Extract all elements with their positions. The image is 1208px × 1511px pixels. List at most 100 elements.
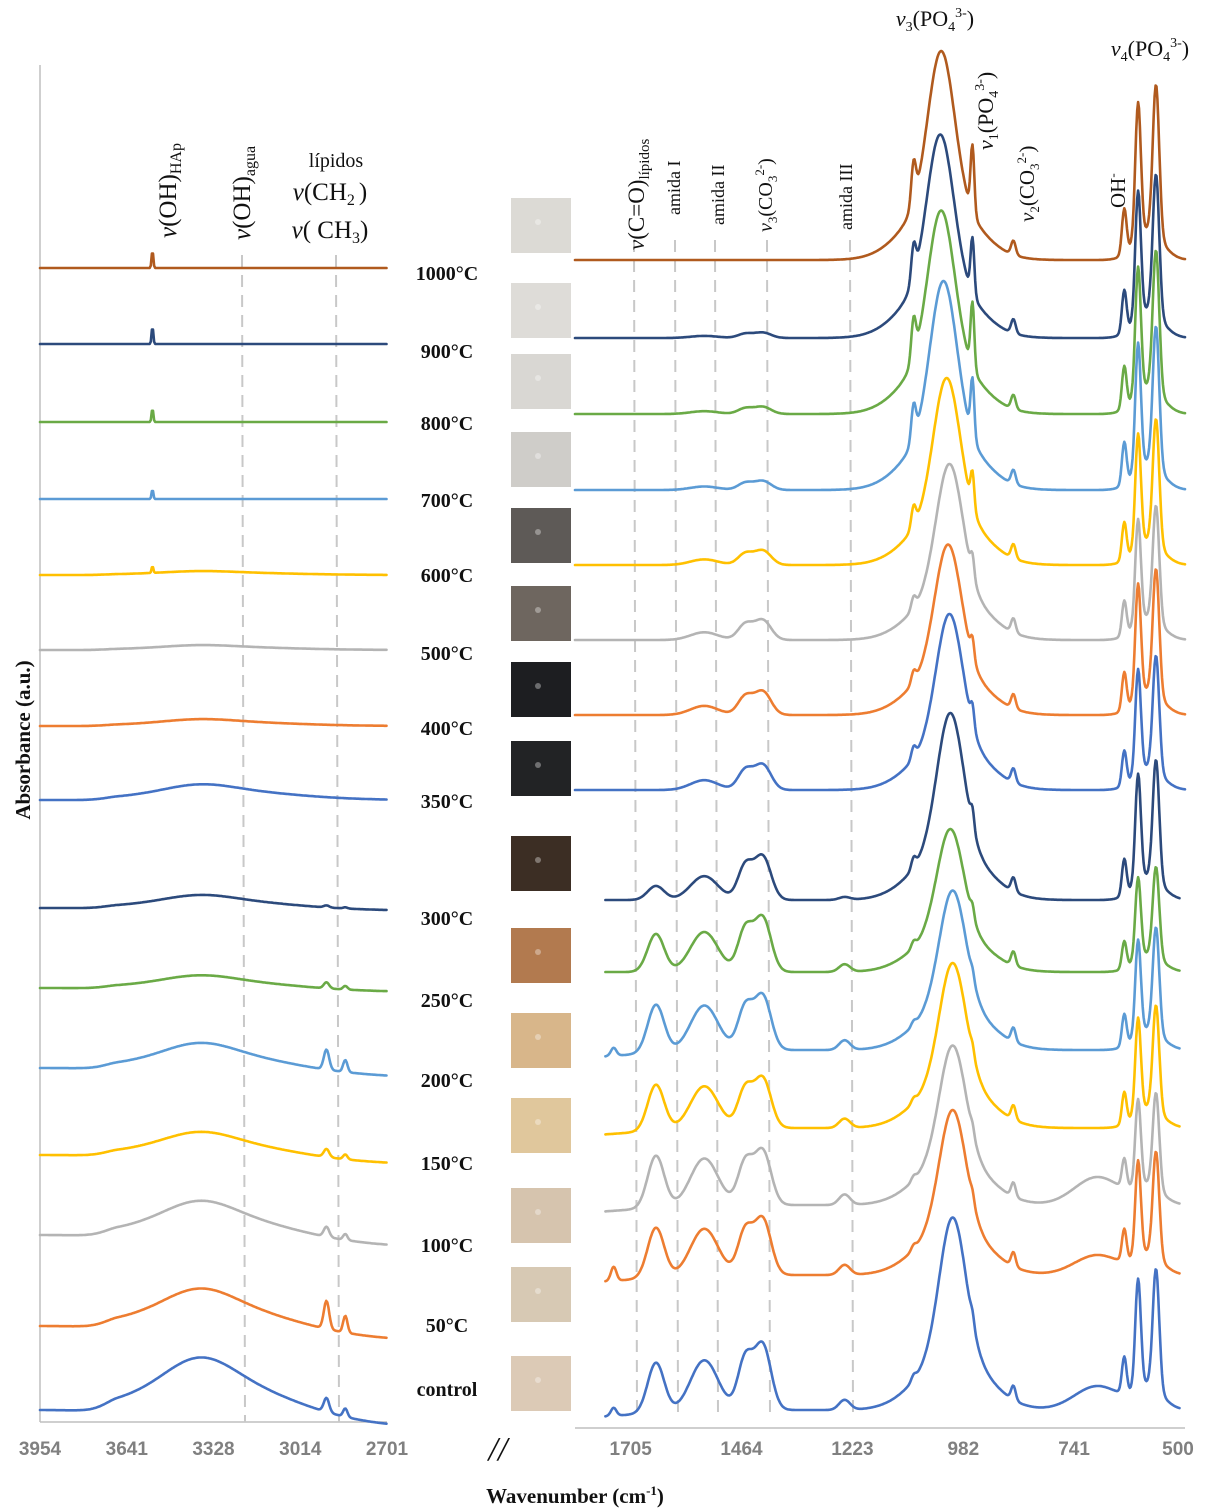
right-series-1000°C bbox=[575, 51, 1185, 260]
right-guide-lines bbox=[634, 240, 853, 1420]
left-x-tick: 2701 bbox=[366, 1439, 409, 1460]
right-x-tick: 982 bbox=[947, 1439, 979, 1460]
svg-text:v(CH2 ): v(CH2 ) bbox=[293, 179, 368, 209]
svg-text:v3(CO32-): v3(CO32-) bbox=[752, 158, 780, 232]
right-x-tick: 1705 bbox=[610, 1439, 653, 1460]
temperature-label: 900°C bbox=[421, 341, 473, 363]
left-x-tick: 3954 bbox=[19, 1439, 62, 1460]
svg-text:v(OH)HAp: v(OH)HAp bbox=[155, 143, 185, 238]
annotation-amida-2: amida II bbox=[708, 165, 728, 225]
left-series-50°C bbox=[40, 1289, 387, 1338]
annotation-amida-1: amida I bbox=[664, 161, 684, 215]
annotation-po4-v4: v4(PO43-) bbox=[1111, 36, 1189, 65]
right-series-400°C bbox=[575, 545, 1185, 715]
right-series-200°C bbox=[605, 891, 1179, 1057]
temperature-label: 150°C bbox=[421, 1153, 473, 1175]
temperature-labels: 1000°C 900°C 800°C 700°C 600°C 500°C 400°C 350°… bbox=[416, 263, 478, 1401]
svg-text:amida II: amida II bbox=[708, 165, 728, 225]
left-series-150°C bbox=[40, 1132, 387, 1163]
svg-text:OH-: OH- bbox=[1105, 173, 1130, 208]
left-series-700°C bbox=[40, 491, 387, 499]
left-series-350°C bbox=[40, 784, 387, 800]
sample-photo bbox=[511, 1098, 571, 1153]
sample-photo bbox=[511, 741, 571, 796]
svg-text:v1(PO43-): v1(PO43-) bbox=[973, 72, 1002, 150]
temperature-label: 350°C bbox=[421, 791, 473, 813]
left-x-tick: 3328 bbox=[192, 1439, 234, 1460]
temperature-label: 600°C bbox=[421, 565, 473, 587]
left-series-100°C bbox=[40, 1201, 387, 1245]
temperature-label: 400°C bbox=[421, 718, 473, 740]
temperature-label: 50°C bbox=[426, 1315, 468, 1337]
guide-line bbox=[242, 255, 245, 1422]
svg-text:v3(PO43-): v3(PO43-) bbox=[896, 6, 974, 35]
temperature-label: control bbox=[417, 1379, 478, 1401]
svg-text:v( CH3): v( CH3) bbox=[292, 217, 369, 247]
left-series-400°C bbox=[40, 719, 387, 726]
sample-photo bbox=[511, 432, 571, 487]
left-x-tick-labels: 3954 3641 3328 3014 2701 bbox=[19, 1439, 409, 1460]
annotation-co3-v3: v3(CO32-) bbox=[752, 158, 780, 232]
sample-photo bbox=[511, 354, 571, 409]
svg-text:v(OH)agua: v(OH)agua bbox=[229, 146, 259, 240]
left-series-1000°C bbox=[40, 254, 387, 268]
right-x-tick: 741 bbox=[1058, 1439, 1090, 1460]
right-series-700°C bbox=[575, 281, 1185, 490]
right-x-tick-labels: 1705 1464 1223 982 741 500 bbox=[610, 1439, 1194, 1460]
guide-line bbox=[675, 240, 678, 1420]
sample-photo bbox=[511, 508, 571, 563]
left-spectra bbox=[40, 254, 387, 1424]
right-x-tick: 500 bbox=[1162, 1439, 1194, 1460]
guide-line bbox=[850, 240, 853, 1420]
sample-photo bbox=[511, 1013, 571, 1068]
svg-text:lípidos: lípidos bbox=[309, 150, 364, 172]
sample-photo bbox=[511, 1267, 571, 1322]
sample-photo bbox=[511, 928, 571, 983]
x-axis-title: Wavenumber (cm-1) bbox=[486, 1483, 664, 1508]
svg-text:amida III: amida III bbox=[836, 164, 856, 230]
sample-photos bbox=[511, 198, 571, 1411]
sample-photo bbox=[511, 662, 571, 717]
svg-text:v2(CO32-): v2(CO32-) bbox=[1014, 146, 1042, 222]
annotation-po4-v1: v1(PO43-) bbox=[973, 72, 1002, 150]
left-x-tick: 3014 bbox=[279, 1439, 322, 1460]
svg-text:v(C=O)lípidos: v(C=O)lípidos bbox=[624, 139, 653, 250]
left-series-control bbox=[40, 1358, 387, 1424]
sample-photo bbox=[511, 586, 571, 641]
left-series-250°C bbox=[40, 975, 387, 991]
sample-photo bbox=[511, 836, 571, 891]
annotation-po4-v3: v3(PO43-) bbox=[896, 6, 974, 35]
left-series-900°C bbox=[40, 330, 387, 344]
sample-photo bbox=[511, 198, 571, 253]
temperature-label: 300°C bbox=[421, 908, 473, 930]
right-series-800°C bbox=[575, 211, 1185, 415]
left-series-500°C bbox=[40, 645, 387, 650]
temperature-label: 100°C bbox=[421, 1235, 473, 1257]
annotation-amida-3: amida III bbox=[836, 164, 856, 230]
sample-photo bbox=[511, 1188, 571, 1243]
right-series-300°C bbox=[605, 713, 1179, 900]
sample-photo bbox=[511, 283, 571, 338]
temperature-label: 700°C bbox=[421, 490, 473, 512]
left-x-tick: 3641 bbox=[106, 1439, 149, 1460]
left-guide-lines bbox=[242, 255, 339, 1422]
sample-photo bbox=[511, 1356, 571, 1411]
svg-text:v4(PO43-): v4(PO43-) bbox=[1111, 36, 1189, 65]
right-series-600°C bbox=[575, 378, 1185, 565]
guide-line bbox=[634, 240, 637, 1420]
axis-break-mark: // bbox=[487, 1431, 511, 1468]
right-x-tick: 1464 bbox=[720, 1439, 763, 1460]
left-series-600°C bbox=[40, 567, 387, 575]
annotation-co3-v2: v2(CO32-) bbox=[1014, 146, 1042, 222]
annotation-oh-agua: v(OH)agua bbox=[229, 146, 259, 240]
temperature-label: 250°C bbox=[421, 990, 473, 1012]
temperature-label: 200°C bbox=[421, 1070, 473, 1092]
left-series-800°C bbox=[40, 411, 387, 422]
left-series-200°C bbox=[40, 1043, 387, 1076]
svg-text:amida I: amida I bbox=[664, 161, 684, 215]
annotation-co-lipidos: v(C=O)lípidos bbox=[624, 139, 653, 250]
annotation-oh-minus: OH- bbox=[1105, 173, 1130, 208]
annotation-lipidos: lípidos v(CH2 ) v( CH3) bbox=[292, 150, 369, 247]
temperature-label: 1000°C bbox=[416, 263, 478, 285]
